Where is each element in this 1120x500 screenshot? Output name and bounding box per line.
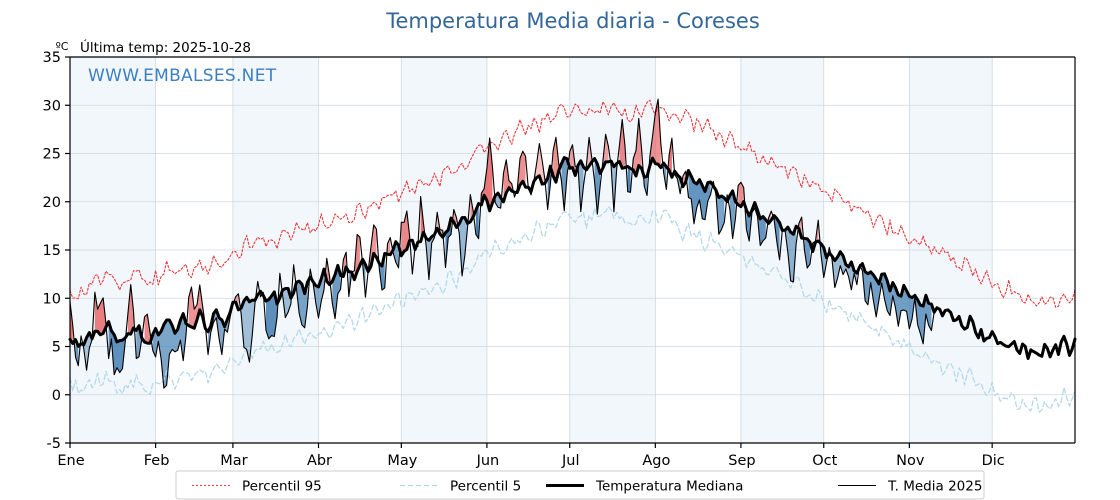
x-tick-label: Nov xyxy=(896,453,925,469)
series-line-t-media-2025 xyxy=(69,98,935,389)
cold-anomaly-area xyxy=(296,281,308,328)
legend-label-temperatura-mediana: Temperatura Mediana xyxy=(595,479,743,495)
y-tick-label: 15 xyxy=(43,243,61,259)
x-tick-label: Jun xyxy=(476,453,500,469)
warm-anomaly-area xyxy=(738,182,744,207)
x-tick-label: May xyxy=(387,453,417,469)
x-axis-tick-labels: Ene Feb Mar Abr May Jun Jul Ago Sep Oct Nov Dic xyxy=(57,443,1005,469)
y-tick-label: -5 xyxy=(47,436,61,452)
cold-anomaly-area xyxy=(785,226,797,282)
x-tick-label: Dic xyxy=(982,453,1005,469)
y-tick-label: 35 xyxy=(43,50,61,66)
x-tick-label: Sep xyxy=(728,453,755,469)
page-title: Temperatura Media diaria - Coreses xyxy=(385,9,760,33)
cold-anomaly-area xyxy=(561,157,567,211)
cold-anomaly-area xyxy=(611,161,617,212)
legend-label-t-media-2025: T. Media 2025 xyxy=(887,479,982,495)
chart-legend: Percentil 95 Percentil 5 Temperatura Media… xyxy=(175,470,985,500)
cold-anomaly-area xyxy=(241,297,255,363)
warm-anomaly-area xyxy=(669,138,672,178)
last-temp-annotation: Última temp: 2025-10-28 xyxy=(80,38,251,56)
x-tick-label: Ene xyxy=(57,453,84,469)
watermark-text: WWW.EMBALSES.NET xyxy=(88,66,277,86)
warm-anomaly-area xyxy=(368,224,377,272)
warm-anomaly-area xyxy=(387,237,391,255)
warm-anomaly-area xyxy=(533,143,545,185)
x-tick-label: Ago xyxy=(642,453,670,469)
y-tick-label: 0 xyxy=(52,388,61,404)
warm-anomaly-area xyxy=(127,284,134,335)
legend-label-percentil-95: Percentil 95 xyxy=(242,479,322,495)
y-axis-unit-label: ºC xyxy=(56,40,69,53)
y-tick-label: 30 xyxy=(43,98,61,114)
legend-label-percentil-5: Percentil 5 xyxy=(450,479,521,495)
warm-anomaly-area xyxy=(481,138,493,211)
warm-anomaly-area xyxy=(649,99,661,168)
y-axis-tick-labels: -5 0 5 10 15 20 25 30 35 xyxy=(43,50,70,452)
x-tick-label: Oct xyxy=(812,453,837,469)
warm-anomaly-area xyxy=(633,118,642,176)
x-tick-label: Mar xyxy=(220,453,247,469)
x-tick-label: Jul xyxy=(561,453,580,469)
y-tick-label: 25 xyxy=(43,147,61,163)
cold-anomaly-area xyxy=(804,238,810,269)
x-tick-label: Abr xyxy=(307,453,332,469)
warm-anomaly-area xyxy=(144,314,151,344)
cold-anomaly-area xyxy=(627,166,631,193)
y-tick-label: 20 xyxy=(43,195,61,211)
cold-anomaly-area xyxy=(578,160,584,212)
y-tick-label: 5 xyxy=(52,340,61,356)
series-line-temperatura-mediana xyxy=(68,156,1077,361)
cold-anomaly-area xyxy=(266,291,278,339)
x-tick-label: Feb xyxy=(144,453,170,469)
y-tick-label: 10 xyxy=(43,291,61,307)
series-lines xyxy=(68,98,1077,413)
warm-anomaly-area xyxy=(619,119,625,169)
series-line-percentil-95 xyxy=(69,99,1076,308)
series-line-percentil-5 xyxy=(69,206,1076,413)
axes xyxy=(69,56,1076,444)
cold-anomaly-area xyxy=(644,176,648,196)
